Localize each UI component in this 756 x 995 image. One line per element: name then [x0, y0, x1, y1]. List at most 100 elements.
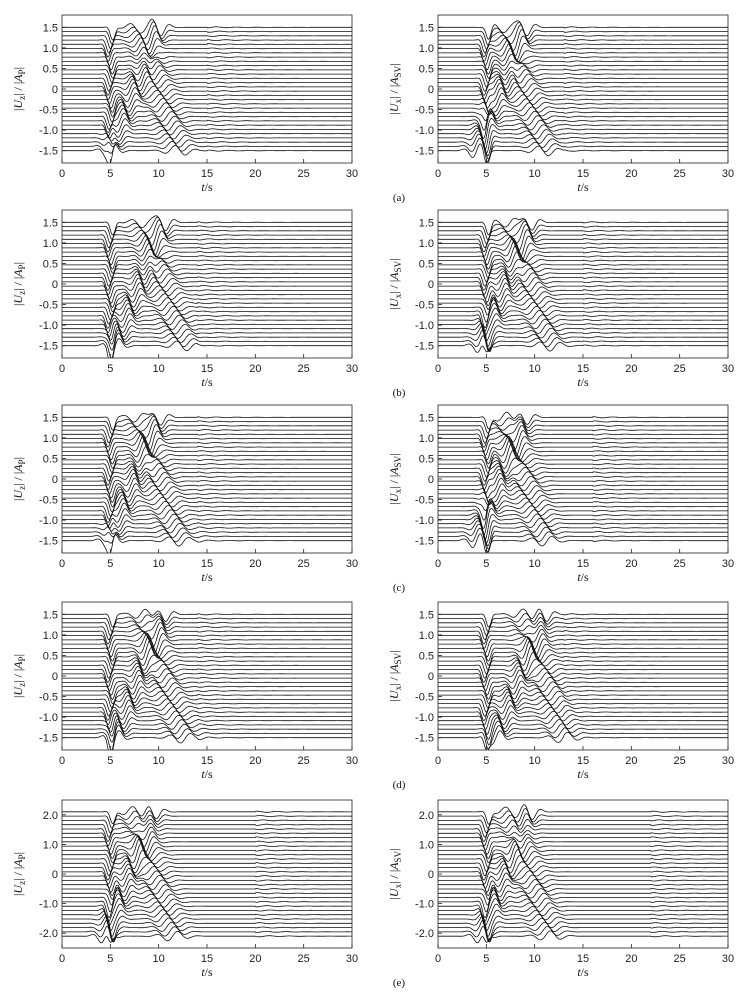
x-tick-label: 0: [59, 558, 65, 570]
y-tick-label: -1.5: [39, 733, 58, 745]
trace-line: [438, 442, 728, 469]
trace-line: [438, 235, 728, 258]
x-tick-label: 20: [625, 168, 637, 180]
trace-line: [438, 844, 728, 868]
trace-line: [438, 527, 728, 553]
x-tick-label: 5: [483, 755, 489, 767]
trace-line: [438, 65, 728, 84]
trace-line: [62, 810, 352, 829]
trace-line: [438, 318, 728, 342]
trace-line: [438, 855, 728, 877]
trace-line: [438, 293, 728, 310]
trace-line: [438, 21, 728, 46]
trace-line: [62, 18, 352, 41]
x-tick-label: 5: [107, 953, 113, 965]
y-tick-label: 1.5: [419, 22, 434, 34]
trace-line: [62, 887, 352, 906]
trace-line: [438, 251, 728, 274]
x-tick-label: 25: [674, 953, 686, 965]
panel-label: (a): [393, 192, 406, 204]
trace-line: [62, 282, 352, 304]
x-tick-label: 15: [201, 558, 213, 570]
trace-line: [438, 674, 728, 696]
y-tick-label: -1.0: [39, 712, 58, 724]
trace-line: [438, 438, 728, 465]
panel-label: (d): [393, 779, 406, 791]
subplot-a-right: 0 5 10 15 20 25 30 1.5 1.0 0.5 0 -0.5 -1.0 -1.5 |Ux| /…: [387, 14, 734, 194]
x-tick-label: 15: [201, 363, 213, 375]
trace-line: [438, 220, 728, 245]
x-axis-label: t/s: [201, 965, 213, 979]
trace-line: [62, 705, 352, 725]
trace-line: [62, 296, 352, 317]
y-tick-label: -1.5: [39, 146, 58, 158]
trace-line: [438, 219, 728, 240]
y-tick-label: -1.0: [39, 320, 58, 332]
x-tick-label: 0: [435, 363, 441, 375]
trace-line: [62, 287, 352, 308]
trace-line: [62, 101, 352, 123]
trace-line: [438, 860, 728, 881]
trace-line: [438, 133, 728, 160]
y-tick-label: 1.0: [419, 43, 434, 55]
trace-line: [438, 523, 728, 550]
x-tick-label: 20: [249, 363, 261, 375]
trace-line: [62, 230, 352, 253]
x-axis-label: t/s: [201, 375, 213, 389]
y-axis-label: |Ux| / |ASV|: [387, 454, 403, 505]
trace-line: [438, 633, 728, 653]
trace-line: [438, 497, 728, 512]
trace-line: [62, 913, 352, 937]
y-tick-label: 0.5: [419, 63, 434, 75]
trace-line: [62, 224, 352, 249]
trace-line: [438, 137, 728, 163]
trace-line: [62, 234, 352, 257]
trace-line: [438, 517, 728, 544]
y-tick-label: 1.5: [419, 217, 434, 229]
y-tick-label: 0: [428, 869, 434, 881]
trace-line: [438, 612, 728, 632]
trace-line: [438, 839, 728, 859]
trace-line: [438, 730, 728, 750]
y-tick-label: 0: [428, 279, 434, 291]
trace-line: [62, 46, 352, 66]
y-tick-label: -0.5: [415, 300, 434, 312]
trace-line: [62, 930, 352, 944]
y-tick-label: -1.5: [415, 341, 434, 353]
subplot-e-left: 0 5 10 15 20 25 30 2.0 1.0 0 -1.0 -2.0 |Uz| / |AP| t/…: [11, 799, 358, 979]
x-tick-label: 20: [249, 558, 261, 570]
trace-line: [438, 903, 728, 927]
x-tick-label: 0: [59, 755, 65, 767]
trace-line: [438, 617, 728, 636]
trace-line: [62, 633, 352, 658]
trace-line: [438, 533, 728, 553]
trace-line: [62, 124, 352, 139]
y-tick-label: 0.5: [419, 258, 434, 270]
traces: [438, 608, 728, 750]
trace-line: [62, 268, 352, 287]
trace-line: [62, 893, 352, 919]
y-tick-label: -1.0: [415, 712, 434, 724]
y-tick-label: -1.0: [415, 899, 434, 911]
traces: [438, 218, 728, 353]
trace-line: [438, 323, 728, 347]
trace-line: [438, 717, 728, 740]
x-tick-label: 5: [107, 363, 113, 375]
x-tick-label: 25: [674, 168, 686, 180]
trace-line: [62, 264, 352, 283]
traces: [62, 608, 352, 750]
trace-line: [62, 498, 352, 520]
x-tick-label: 0: [435, 168, 441, 180]
y-tick-label: 1.0: [419, 238, 434, 250]
trace-line: [62, 137, 352, 148]
trace-line: [62, 459, 352, 478]
y-tick-label: -1.5: [415, 733, 434, 745]
y-axis-label: |Uz| / |AP|: [11, 67, 27, 111]
x-tick-label: 0: [59, 953, 65, 965]
trace-line: [62, 884, 352, 900]
trace-line: [438, 651, 728, 675]
y-tick-label: 1.0: [419, 433, 434, 445]
y-tick-label: -0.5: [415, 495, 434, 507]
x-tick-label: 5: [107, 558, 113, 570]
trace-line: [438, 259, 728, 278]
